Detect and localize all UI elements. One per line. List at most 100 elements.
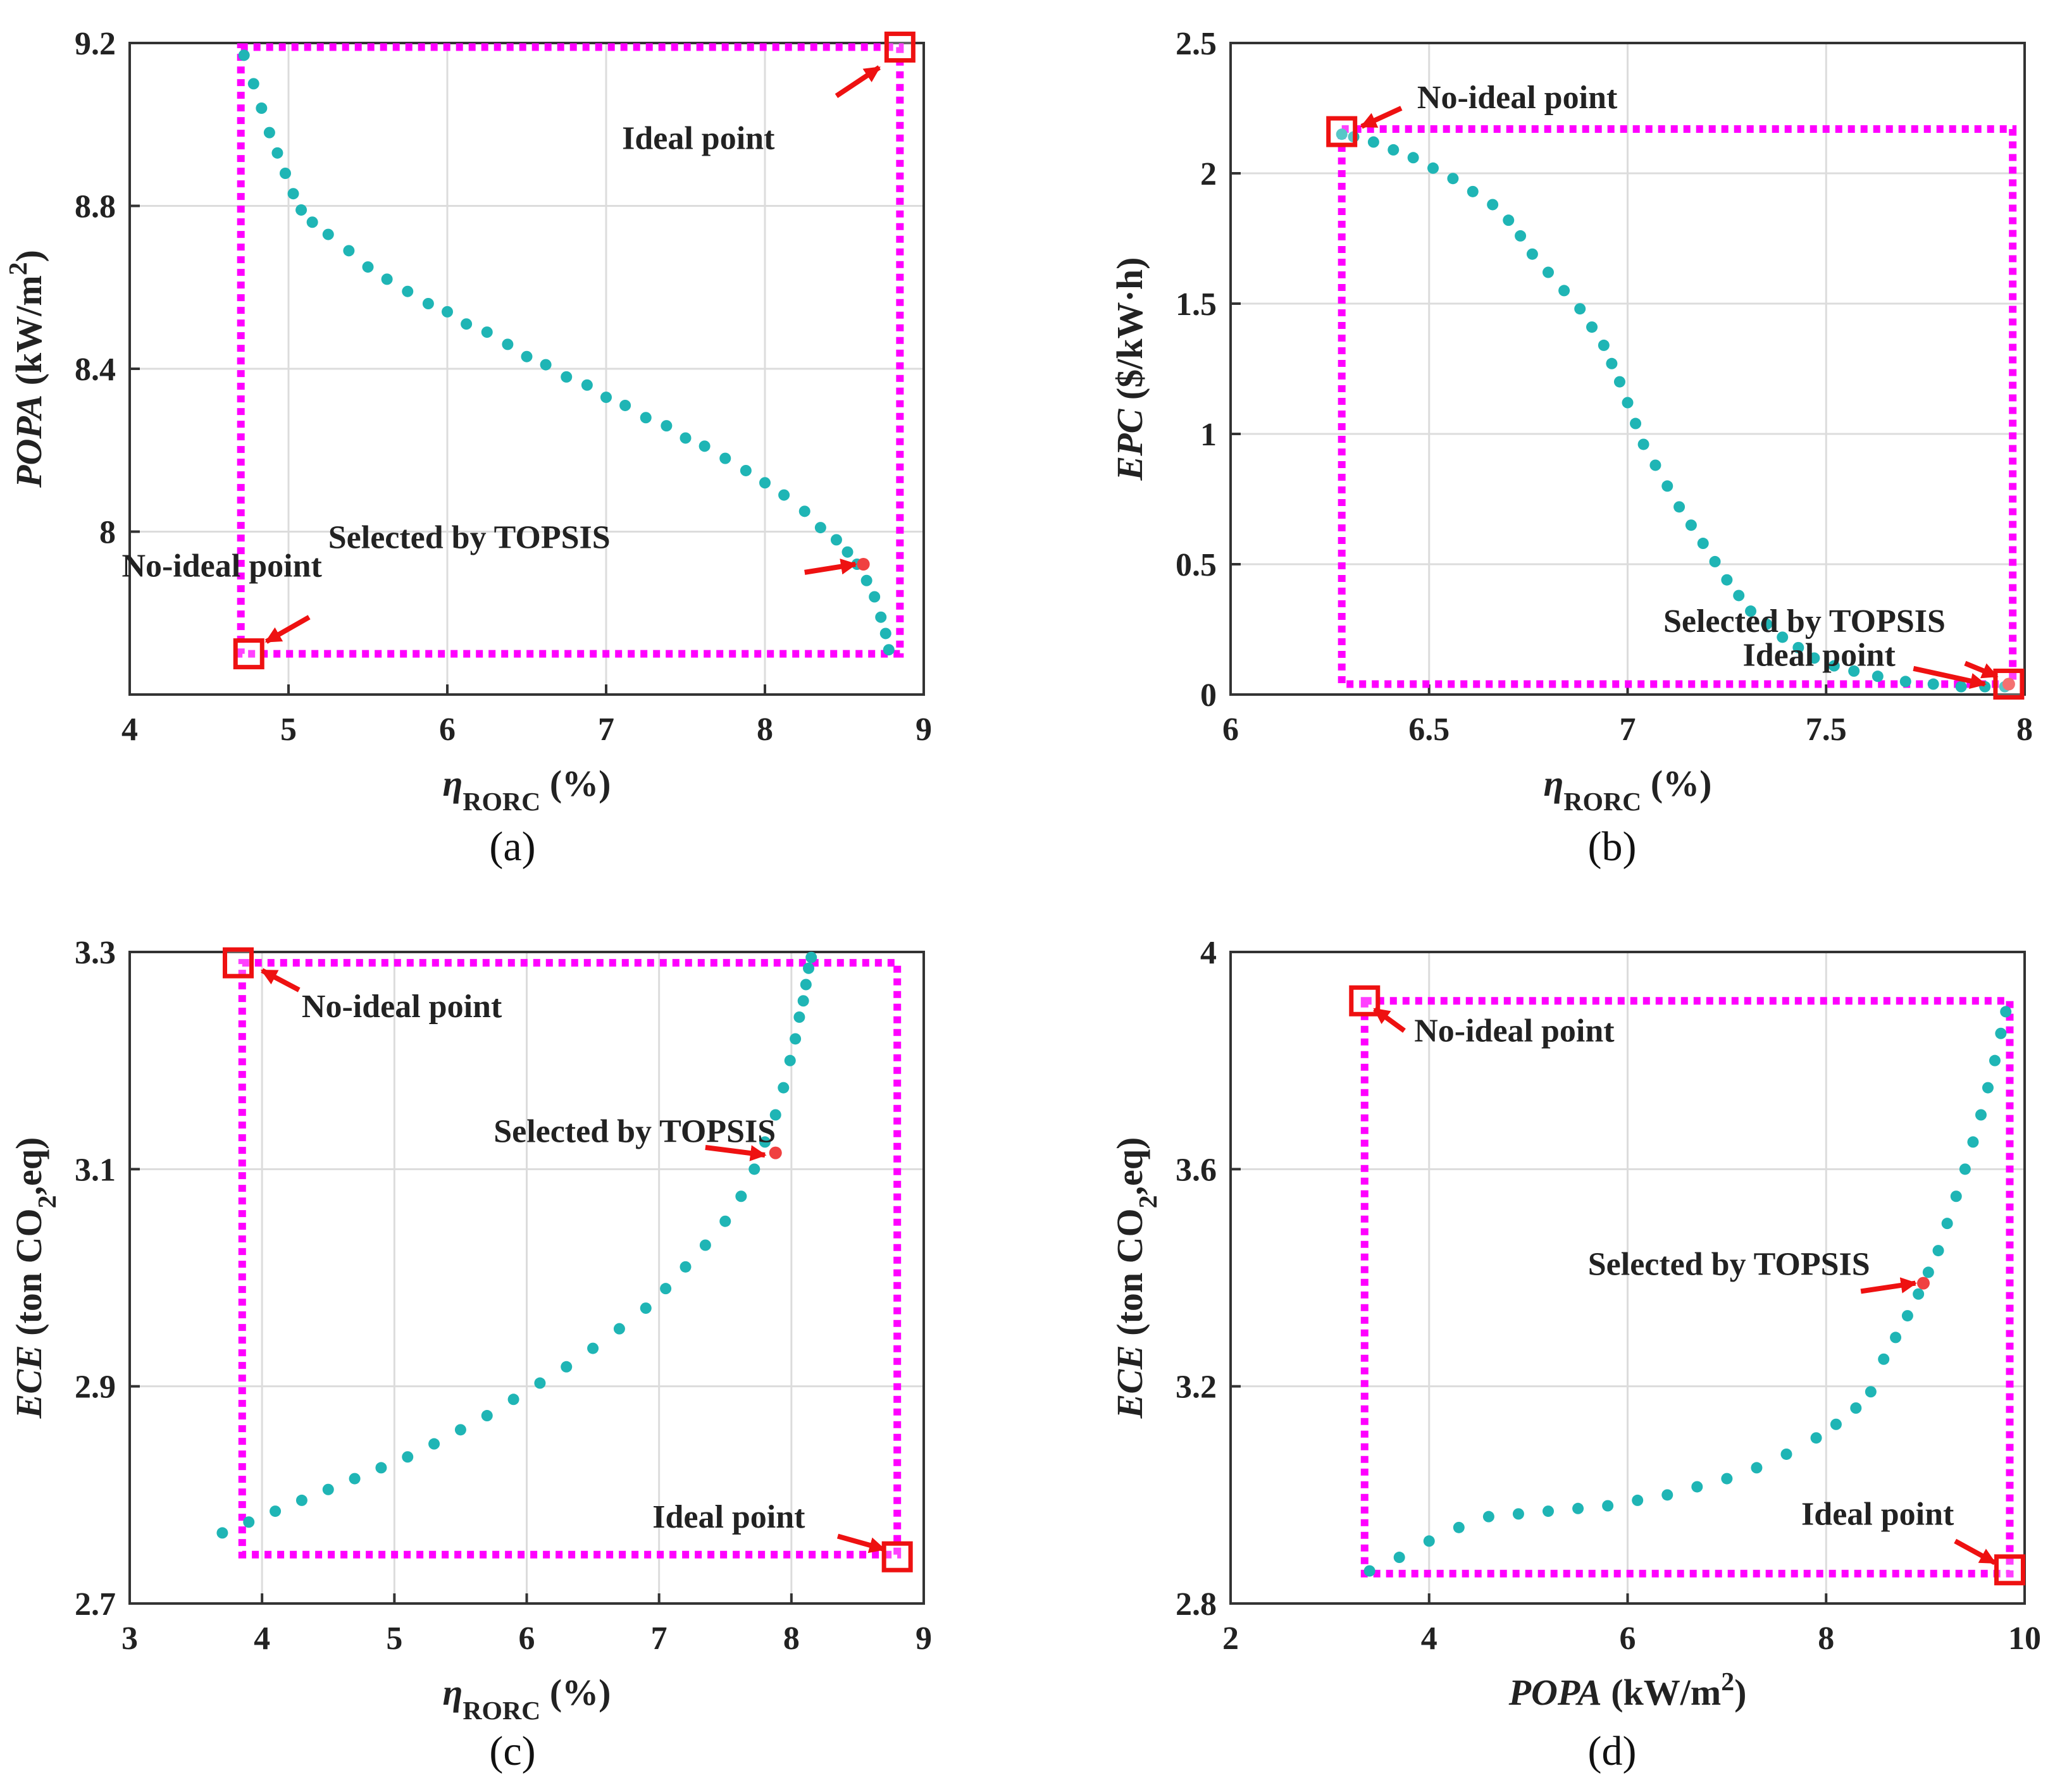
data-point <box>1363 1565 1375 1577</box>
annotation-arrow <box>705 1145 767 1161</box>
selected-point <box>769 1146 782 1159</box>
x-tick-label: 7.5 <box>1806 712 1847 748</box>
y-axis-label-part: ECE <box>8 1345 49 1419</box>
annotation-arrow <box>1954 1538 1997 1566</box>
y-tick-label: 8 <box>99 515 116 551</box>
x-axis-label-part: RORC <box>1563 788 1641 817</box>
data-point <box>1632 1494 1644 1506</box>
data-point <box>362 261 374 273</box>
data-point <box>422 298 434 309</box>
data-point <box>1453 1521 1465 1533</box>
data-point <box>879 627 891 640</box>
annotation-arrow <box>264 615 311 644</box>
x-axis-label-part: ) <box>1734 1672 1746 1713</box>
x-axis-label-part: (%) <box>540 1672 611 1713</box>
data-point <box>1673 501 1686 513</box>
data-point <box>1697 538 1709 550</box>
x-tick-label: 6 <box>519 1621 535 1657</box>
data-point <box>1751 1462 1763 1474</box>
data-point <box>735 1190 747 1202</box>
data-point <box>521 350 533 362</box>
data-point <box>481 1410 493 1422</box>
data-point <box>295 1494 307 1506</box>
subplot-a: 4 5 6 7 8 9 8 8.4 8.8 9.2 Ideal point Selected by T… <box>4 26 932 870</box>
data-point <box>1932 1245 1944 1257</box>
data-point <box>1709 555 1721 567</box>
data-point <box>1482 1511 1494 1523</box>
data-point <box>216 1527 228 1539</box>
panel-label: (c) <box>489 1728 535 1774</box>
boundary-box <box>238 959 902 1559</box>
subplot-b: 6 6.5 7 7.5 8 0 0.5 1 1.5 2 2.5 No-ideal point Selec… <box>1109 26 2033 870</box>
x-tick-label: 8 <box>2016 712 2033 748</box>
y-tick-label: 2.7 <box>75 1586 116 1622</box>
x-axis-label-part: 2 <box>1721 1667 1734 1696</box>
annotation-arrow <box>260 968 301 992</box>
x-axis-label-part: (%) <box>540 763 611 804</box>
y-tick-label: 2 <box>1200 156 1217 192</box>
data-point <box>343 245 355 257</box>
data-point <box>1407 152 1419 164</box>
data-point <box>1685 519 1697 531</box>
data-point <box>381 273 393 285</box>
y-axis-label-part: 2 <box>1134 1196 1163 1209</box>
data-point <box>680 432 692 444</box>
y-axis-label-part: ECE <box>1109 1345 1150 1419</box>
data-point <box>322 228 334 240</box>
data-point <box>1848 665 1860 677</box>
data-point <box>247 78 259 90</box>
data-point <box>1649 459 1661 471</box>
selected-point <box>857 558 870 571</box>
data-point <box>1543 266 1554 278</box>
x-tick-label: 2 <box>1222 1621 1239 1657</box>
data-point <box>784 1054 796 1066</box>
data-point <box>295 204 307 216</box>
data-point <box>502 338 514 350</box>
data-point <box>698 440 711 452</box>
data-point <box>740 464 752 476</box>
data-point <box>1367 136 1379 148</box>
data-point <box>1393 1552 1405 1564</box>
data-point <box>306 216 318 228</box>
subplot-d: 2 4 6 8 10 2.8 3.2 3.6 4 No-ideal point Selected b… <box>1109 935 2041 1774</box>
data-point <box>587 1342 599 1354</box>
annotation-label: Ideal point <box>622 120 775 156</box>
data-point <box>1721 1473 1733 1485</box>
annotation-label: Ideal point <box>1801 1497 1954 1533</box>
annotation-arrow <box>804 559 857 575</box>
y-axis-label-part: (ton CO <box>1109 1208 1150 1345</box>
data-point <box>1574 303 1586 315</box>
annotation-label: No-ideal point <box>1417 80 1618 116</box>
panel-label: (a) <box>489 824 535 870</box>
data-point <box>1761 618 1773 630</box>
x-axis-label-part: (%) <box>1641 763 1711 804</box>
x-axis-label: ηRORC (%) <box>1544 763 1712 817</box>
data-point <box>1558 285 1570 297</box>
data-point <box>869 591 881 603</box>
x-tick-label: 8 <box>1818 1621 1834 1657</box>
data-point <box>1733 590 1745 602</box>
data-point <box>793 1011 805 1023</box>
data-point <box>600 392 612 404</box>
annotation-arrow <box>1913 665 1987 689</box>
x-tick-label: 6 <box>1222 712 1239 748</box>
data-point <box>1792 641 1804 653</box>
y-axis-label-part: 2 <box>4 262 33 275</box>
data-point <box>619 399 631 411</box>
y-axis-label-part: ,eq) <box>1109 1137 1150 1196</box>
data-point <box>1989 1054 2001 1066</box>
data-point <box>1447 173 1459 185</box>
x-axis-label-part: RORC <box>463 1696 540 1726</box>
data-point <box>442 306 453 318</box>
data-point <box>2000 1006 2012 1018</box>
data-point <box>797 995 809 1007</box>
data-point <box>1637 438 1649 450</box>
x-tick-label: 8 <box>783 1621 800 1657</box>
data-point <box>1602 1500 1614 1512</box>
boundary-box <box>1360 997 2014 1578</box>
data-point <box>748 1163 761 1175</box>
data-point <box>814 522 826 534</box>
data-point <box>660 1283 672 1295</box>
data-point <box>561 1361 573 1373</box>
data-point <box>841 546 854 558</box>
